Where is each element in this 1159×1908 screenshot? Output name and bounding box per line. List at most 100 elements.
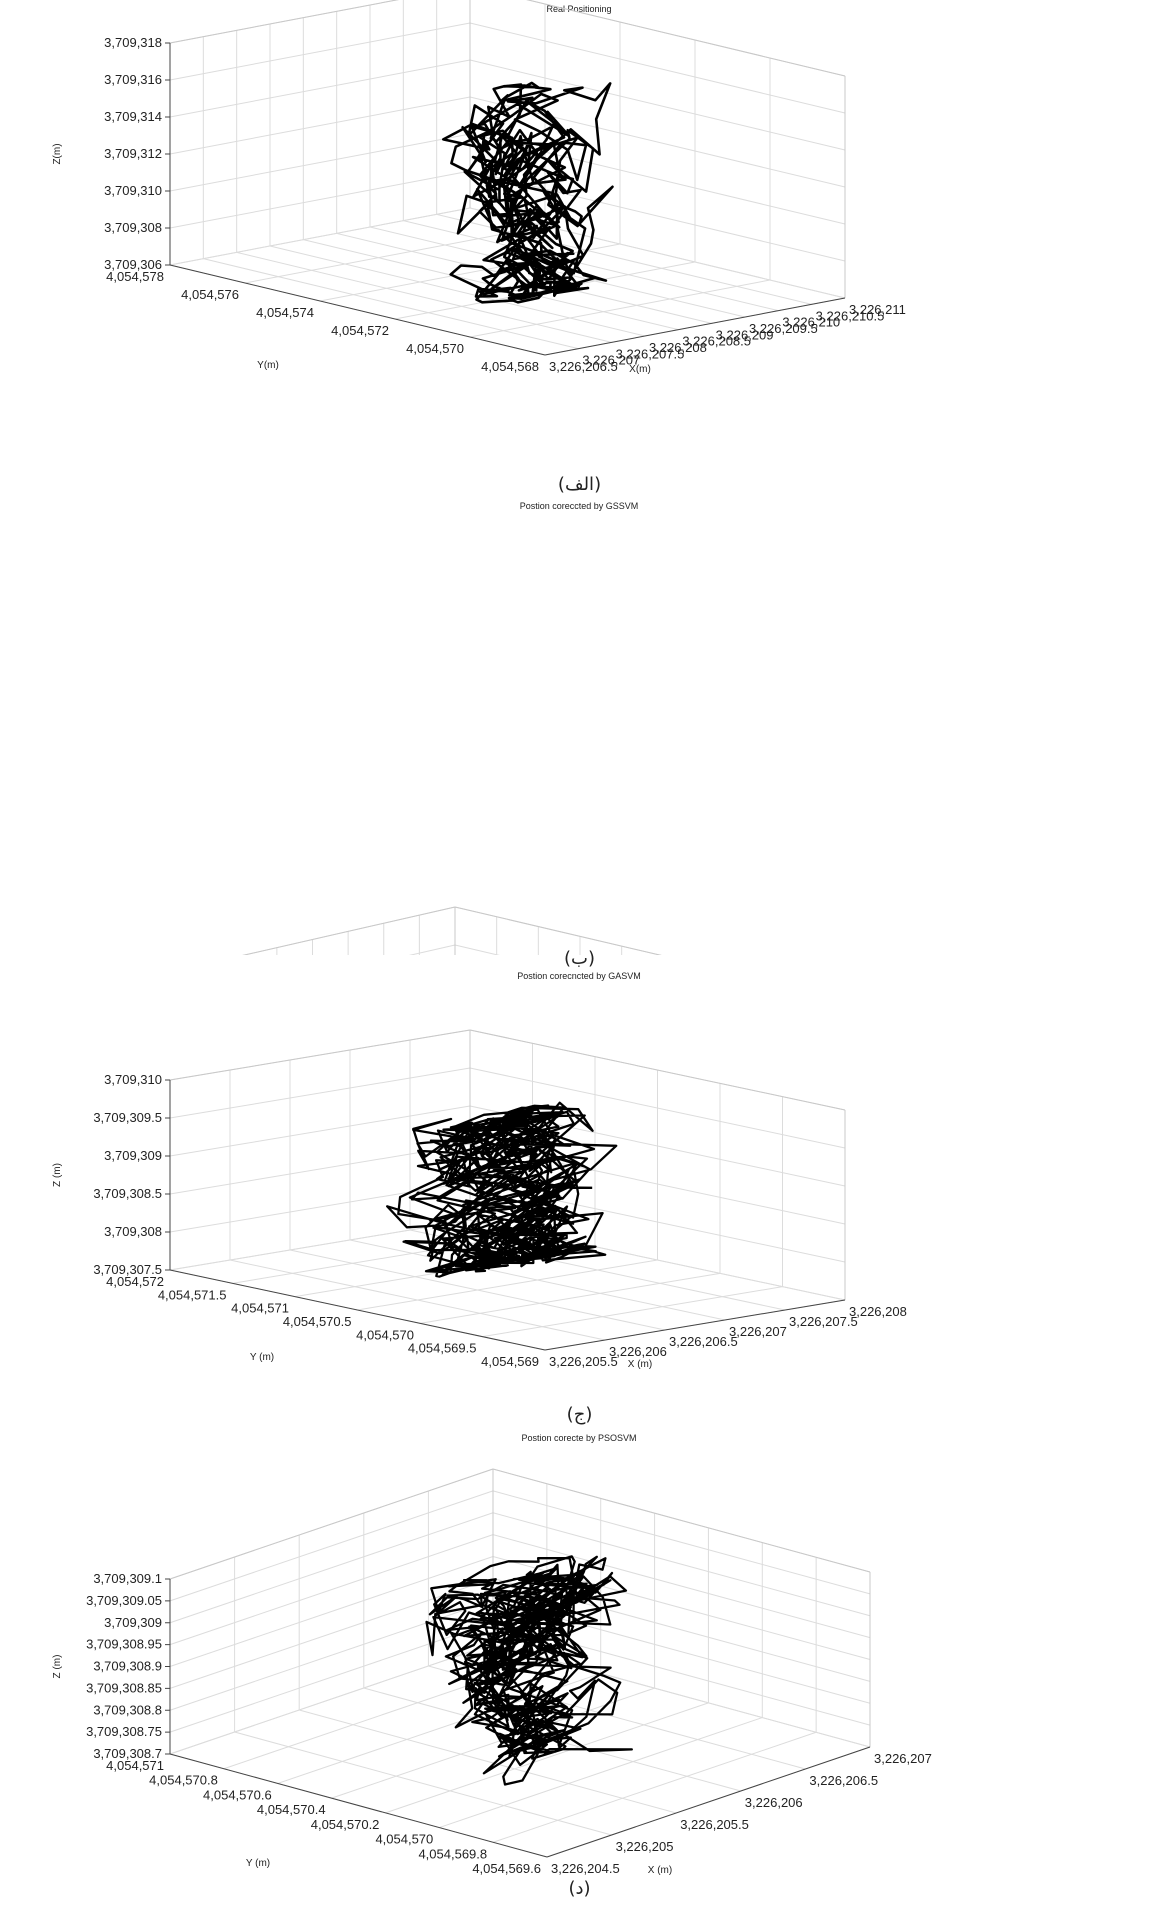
z-tick-label: 3,709,310 <box>104 1072 162 1087</box>
x-tick-label: 3,226,207 <box>874 1751 932 1766</box>
x-axis-line <box>544 1299 846 1351</box>
y-tick-label: 4,054,569.6 <box>472 1861 541 1876</box>
y-axis-line <box>169 1753 548 1858</box>
y-axis-line <box>169 1269 546 1351</box>
floor-grid-x <box>203 258 579 350</box>
x-axis-label: X(m) <box>629 364 651 375</box>
floor-grid-y <box>419 1272 721 1324</box>
y-axis-label: Y(m) <box>257 360 279 371</box>
z-tick-label: 3,709,309.1 <box>93 1571 162 1586</box>
wall-grid-z-left <box>169 59 471 118</box>
wall-grid-z-left <box>169 1067 471 1119</box>
y-tick-label: 4,054,570 <box>375 1832 433 1847</box>
x-tick-label: 3,226,205.5 <box>680 1817 749 1832</box>
box-edge <box>169 1029 471 1081</box>
y-tick-label: 4,054,570 <box>406 341 464 356</box>
floor-grid-x <box>299 1709 677 1814</box>
y-tick-label: 4,054,571 <box>231 1301 289 1316</box>
y-axis-label: Y (m) <box>250 1352 274 1363</box>
caption-jim: (ج) <box>566 1404 593 1425</box>
chart-real-positioning: Real Positioning 3,709,306 3,709,308 3,709,… <box>52 0 906 375</box>
wall-grid-z-right <box>492 1534 871 1639</box>
box-edge <box>454 906 662 955</box>
wall-grid-z-right <box>526 0 846 77</box>
z-tick-label: 3,709,308.95 <box>86 1637 162 1652</box>
floor-grid-x <box>269 245 646 337</box>
wall-grid-z-left <box>169 133 471 192</box>
axes-box <box>242 906 662 955</box>
wall-grid-z-left <box>169 1512 494 1624</box>
x-tick-label: 3,226,208 <box>649 340 707 355</box>
z-axis-label: Z (m) <box>52 1163 63 1187</box>
x-tick-label: 3,226,210 <box>782 315 840 330</box>
floor-grid-y <box>482 1286 783 1338</box>
z-tick-label: 3,709,308.5 <box>93 1186 162 1201</box>
x-tick-label: 3,226,206 <box>609 1344 667 1359</box>
y-axis-label: Y (m) <box>246 1858 270 1869</box>
chart-gssvm: Postion coreccted by GSSVM3,709,307.53,7… <box>242 501 662 955</box>
x-tick-label: 3,226,205 <box>616 1839 674 1854</box>
x-tick-label: 3,226,206.5 <box>549 359 618 374</box>
y-tick-label: 4,054,570.5 <box>283 1314 352 1329</box>
x-axis-label: X (m) <box>648 1865 672 1876</box>
floor-grid-y <box>385 1702 709 1814</box>
panel-gasvm: Postion corecncted by GASVM 3,709,307.5 3,… <box>0 970 1159 1405</box>
box-edge <box>526 0 846 77</box>
y-tick-label: 4,054,572 <box>106 1274 164 1289</box>
z-tick-label: 3,709,310 <box>104 183 162 198</box>
z-tick-label: 3,709,308.9 <box>93 1659 162 1674</box>
wall-grid-z-left <box>169 1556 494 1667</box>
y-tick-label: 4,054,569 <box>481 1354 539 1369</box>
wall-grid-z-left <box>169 170 471 229</box>
trajectory-line <box>441 81 614 304</box>
x-axis-line <box>544 297 846 356</box>
chart-title: Real Positioning <box>546 4 611 14</box>
z-tick-label: 3,709,308 <box>104 220 162 235</box>
x-tick-label: 3,226,209.5 <box>749 321 818 336</box>
box-edge <box>469 1029 846 1111</box>
trajectory-line <box>425 1555 633 1786</box>
wall-grid-z-left <box>169 1181 471 1233</box>
floor-grid-y <box>439 1717 763 1829</box>
chart-psosvm: Postion corecte by PSOSVM 3,709,308.7 3,70… <box>52 1433 932 1876</box>
z-tick-label: 3,709,308.75 <box>86 1724 162 1739</box>
x-tick-label: 3,226,205.5 <box>549 1354 618 1369</box>
chart-title: Postion coreccted by GSSVM <box>520 501 639 511</box>
z-tick-label: 3,709,308 <box>104 1224 162 1239</box>
x-axis-label: X (m) <box>628 1359 652 1370</box>
y-tick-label: 4,054,570.8 <box>149 1773 218 1788</box>
caption-dal: (د) <box>568 1878 591 1899</box>
y-tick-label: 4,054,570.2 <box>311 1817 380 1832</box>
z-tick-label: 3,709,309.05 <box>86 1593 162 1608</box>
x-tick-label: 3,226,208.5 <box>682 334 751 349</box>
floor-grid-y <box>357 1259 658 1311</box>
z-tick-label: 3,709,314 <box>104 109 162 124</box>
y-tick-label: 4,054,574 <box>256 305 314 320</box>
floor-grid-x <box>234 1731 612 1836</box>
z-tick-label: 3,709,308.85 <box>86 1680 162 1695</box>
wall-grid-z-right <box>469 170 846 262</box>
z-tick-label: 3,709,308.7 <box>93 1746 162 1761</box>
wall-grid-z-left <box>169 96 471 155</box>
wall-grid-z-right <box>492 1512 871 1617</box>
wall-grid-z-left <box>169 1534 494 1646</box>
wall-grid-z-left <box>169 1643 494 1755</box>
y-tick-label: 4,054,571 <box>106 1758 164 1773</box>
box-edge <box>169 1468 494 1580</box>
z-tick-label: 3,709,318 <box>104 35 162 50</box>
z-tick-label: 3,709,308.8 <box>93 1702 162 1717</box>
y-axis-line <box>169 264 546 356</box>
chart-title: Postion corecte by PSOSVM <box>521 1433 636 1443</box>
caption-be: (ب) <box>563 948 595 969</box>
z-axis-label: Z (m) <box>52 1655 63 1679</box>
floor-grid-x <box>236 251 612 343</box>
y-tick-label: 4,054,568 <box>481 359 539 374</box>
floor-grid-y <box>331 1687 655 1799</box>
x-tick-label: 3,226,207.5 <box>616 346 685 361</box>
z-tick-label: 3,709,306 <box>104 257 162 272</box>
y-tick-label: 4,054,571.5 <box>158 1287 227 1302</box>
panel-real-positioning: Real Positioning 3,709,306 3,709,308 3,709,… <box>0 0 1159 470</box>
trajectory-line <box>386 1101 618 1278</box>
y-tick-label: 4,054,569.8 <box>418 1846 487 1861</box>
y-tick-label: 4,054,576 <box>181 287 239 302</box>
